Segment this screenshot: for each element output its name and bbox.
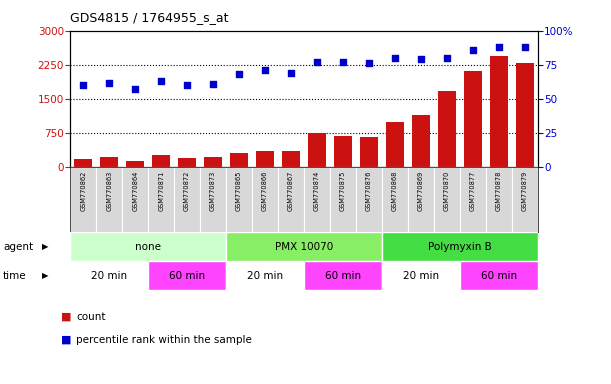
Text: 60 min: 60 min	[481, 270, 517, 281]
Bar	[148, 261, 226, 290]
Bar	[282, 151, 300, 167]
Text: GSM770866: GSM770866	[262, 170, 268, 211]
Text: PMX 10070: PMX 10070	[275, 242, 333, 252]
Bar	[152, 155, 170, 167]
Bar	[434, 167, 459, 232]
Bar	[70, 261, 148, 290]
Text: count: count	[76, 312, 106, 322]
Bar	[459, 167, 486, 232]
Text: GSM770876: GSM770876	[366, 170, 372, 211]
Point	[104, 79, 114, 86]
Text: GSM770873: GSM770873	[210, 170, 216, 210]
Point	[416, 56, 426, 63]
Text: GDS4815 / 1764955_s_at: GDS4815 / 1764955_s_at	[70, 12, 229, 25]
Text: GSM770870: GSM770870	[444, 170, 450, 211]
Bar	[512, 167, 538, 232]
Bar	[278, 167, 304, 232]
Text: 60 min: 60 min	[169, 270, 205, 281]
Text: GSM770864: GSM770864	[132, 170, 138, 211]
Text: 60 min: 60 min	[325, 270, 361, 281]
Text: 20 min: 20 min	[91, 270, 127, 281]
Bar	[412, 115, 430, 167]
Text: GSM770872: GSM770872	[184, 170, 190, 211]
Bar	[148, 167, 174, 232]
Bar	[256, 151, 274, 167]
Bar	[356, 167, 382, 232]
Point	[520, 44, 530, 50]
Bar	[408, 167, 434, 232]
Point	[208, 81, 218, 87]
Bar	[308, 133, 326, 167]
Point	[260, 67, 270, 73]
Text: agent: agent	[3, 242, 33, 252]
Text: ■: ■	[61, 335, 71, 345]
Text: 20 min: 20 min	[247, 270, 283, 281]
Text: ▶: ▶	[42, 242, 48, 251]
Text: GSM770871: GSM770871	[158, 170, 164, 210]
Text: GSM770874: GSM770874	[314, 170, 320, 211]
Point	[286, 70, 296, 76]
Point	[494, 44, 503, 50]
Point	[78, 82, 88, 88]
Bar	[459, 261, 538, 290]
Bar	[97, 167, 122, 232]
Bar	[100, 157, 119, 167]
Point	[364, 60, 374, 66]
Text: ▶: ▶	[42, 271, 48, 280]
Text: GSM770875: GSM770875	[340, 170, 346, 211]
Bar	[360, 137, 378, 167]
Point	[156, 78, 166, 84]
Point	[468, 47, 478, 53]
Point	[390, 55, 400, 61]
Text: GSM770877: GSM770877	[470, 170, 476, 211]
Text: GSM770878: GSM770878	[496, 170, 502, 211]
Bar	[204, 157, 222, 167]
Point	[312, 59, 322, 65]
Bar	[178, 158, 196, 167]
Text: GSM770863: GSM770863	[106, 170, 112, 210]
Text: GSM770862: GSM770862	[80, 170, 86, 211]
Bar	[386, 122, 404, 167]
Bar	[330, 167, 356, 232]
Text: GSM770868: GSM770868	[392, 170, 398, 211]
Text: GSM770869: GSM770869	[418, 170, 424, 210]
Text: GSM770865: GSM770865	[236, 170, 242, 211]
Bar	[200, 167, 226, 232]
Bar	[334, 136, 352, 167]
Bar	[382, 232, 538, 261]
Bar	[230, 153, 248, 167]
Bar	[226, 261, 304, 290]
Text: time: time	[3, 270, 27, 281]
Bar	[174, 167, 200, 232]
Bar	[226, 167, 252, 232]
Point	[442, 55, 452, 61]
Text: GSM770879: GSM770879	[522, 170, 528, 210]
Text: 20 min: 20 min	[403, 270, 439, 281]
Point	[130, 86, 140, 93]
Bar	[122, 167, 148, 232]
Point	[234, 71, 244, 78]
Text: percentile rank within the sample: percentile rank within the sample	[76, 335, 252, 345]
Text: none: none	[135, 242, 161, 252]
Text: Polymyxin B: Polymyxin B	[428, 242, 492, 252]
Bar	[226, 232, 382, 261]
Bar	[489, 56, 508, 167]
Bar	[70, 167, 97, 232]
Bar	[437, 91, 456, 167]
Bar	[516, 63, 534, 167]
Point	[338, 59, 348, 65]
Text: ■: ■	[61, 312, 71, 322]
Bar	[486, 167, 512, 232]
Bar	[304, 261, 382, 290]
Bar	[70, 232, 226, 261]
Bar	[304, 167, 330, 232]
Point	[182, 82, 192, 88]
Bar	[464, 71, 482, 167]
Bar	[382, 261, 459, 290]
Bar	[252, 167, 278, 232]
Text: GSM770867: GSM770867	[288, 170, 294, 211]
Bar	[382, 167, 408, 232]
Bar	[74, 159, 92, 167]
Bar	[126, 161, 144, 167]
